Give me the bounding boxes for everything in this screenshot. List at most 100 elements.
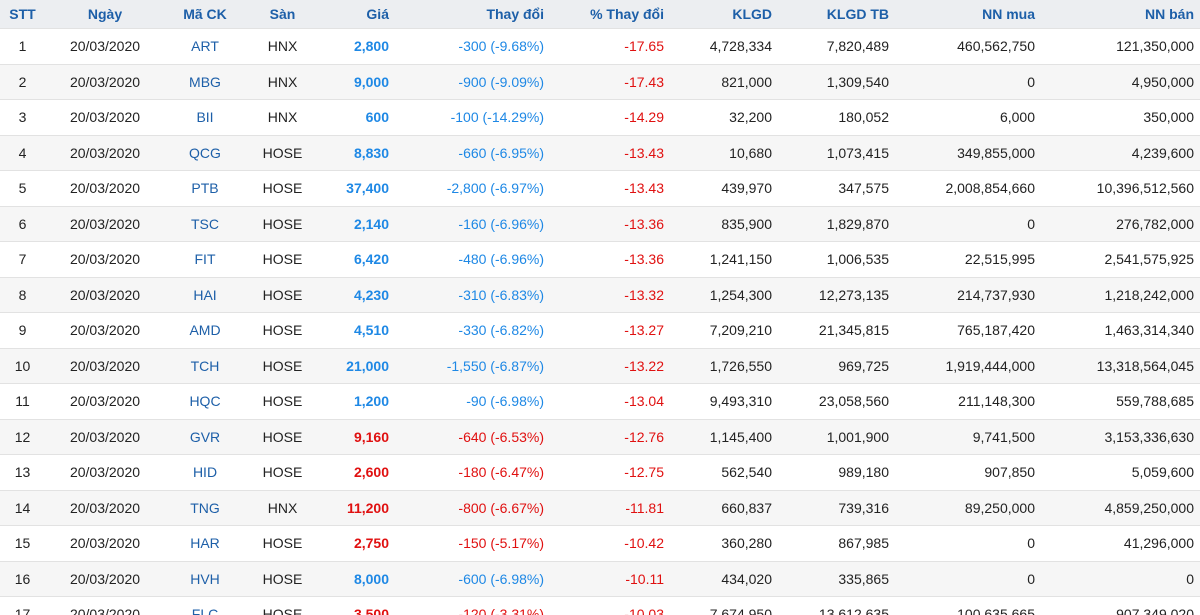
change-cell: -160 (-6.96%) — [395, 205, 550, 242]
code-cell: TNG — [165, 489, 245, 526]
table-row: 2 20/03/2020 MBG HNX 9,000 -900 (-9.09%) -17.4… — [0, 63, 1200, 100]
volume-cell: 360,280 — [670, 525, 778, 561]
header-cell: % Thay đổi — [550, 0, 670, 29]
pct-change-cell: -13.43 — [550, 134, 670, 171]
foreign-buy-cell: 0 — [895, 525, 1041, 561]
header-cell: Giá — [320, 0, 395, 29]
pct-change-cell: -13.36 — [550, 241, 670, 277]
foreign-buy-cell: 460,562,750 — [895, 28, 1041, 64]
date-cell: 20/03/2020 — [45, 312, 165, 348]
header-cell: Mã CK — [165, 0, 245, 29]
date-cell: 20/03/2020 — [45, 454, 165, 490]
code-cell: TCH — [165, 347, 245, 384]
price-cell: 4,510 — [320, 312, 395, 348]
date-cell: 20/03/2020 — [45, 489, 165, 526]
exchange-cell: HOSE — [245, 347, 320, 384]
foreign-sell-cell: 10,396,512,560 — [1041, 170, 1200, 206]
volume-cell: 835,900 — [670, 205, 778, 242]
avg-volume-cell: 1,006,535 — [778, 241, 895, 277]
foreign-sell-cell: 559,788,685 — [1041, 383, 1200, 419]
date-cell: 20/03/2020 — [45, 596, 165, 615]
pct-change-cell: -10.03 — [550, 596, 670, 615]
foreign-buy-cell: 214,737,930 — [895, 276, 1041, 313]
stt-cell: 14 — [0, 489, 45, 526]
change-cell: -180 (-6.47%) — [395, 454, 550, 490]
exchange-cell: HOSE — [245, 134, 320, 171]
foreign-sell-cell: 907,349,020 — [1041, 596, 1200, 615]
change-cell: -900 (-9.09%) — [395, 63, 550, 100]
volume-cell: 1,726,550 — [670, 347, 778, 384]
price-cell: 11,200 — [320, 489, 395, 526]
table-row: 7 20/03/2020 FIT HOSE 6,420 -480 (-6.96%) -13.… — [0, 241, 1200, 277]
table-row: 6 20/03/2020 TSC HOSE 2,140 -160 (-6.96%) -13.… — [0, 205, 1200, 242]
avg-volume-cell: 335,865 — [778, 560, 895, 597]
exchange-cell: HOSE — [245, 170, 320, 206]
exchange-cell: HOSE — [245, 276, 320, 313]
volume-cell: 439,970 — [670, 170, 778, 206]
stt-cell: 11 — [0, 383, 45, 419]
exchange-cell: HOSE — [245, 418, 320, 455]
date-cell: 20/03/2020 — [45, 383, 165, 419]
foreign-buy-cell: 211,148,300 — [895, 383, 1041, 419]
foreign-sell-cell: 3,153,336,630 — [1041, 418, 1200, 455]
foreign-sell-cell: 1,463,314,340 — [1041, 312, 1200, 348]
pct-change-cell: -13.04 — [550, 383, 670, 419]
stt-cell: 13 — [0, 454, 45, 490]
foreign-buy-cell: 907,850 — [895, 454, 1041, 490]
pct-change-cell: -11.81 — [550, 489, 670, 526]
volume-cell: 7,674,950 — [670, 596, 778, 615]
price-cell: 37,400 — [320, 170, 395, 206]
price-cell: 8,830 — [320, 134, 395, 171]
date-cell: 20/03/2020 — [45, 99, 165, 135]
avg-volume-cell: 23,058,560 — [778, 383, 895, 419]
price-cell: 1,200 — [320, 383, 395, 419]
change-cell: -150 (-5.17%) — [395, 525, 550, 561]
change-cell: -300 (-9.68%) — [395, 28, 550, 64]
price-cell: 8,000 — [320, 560, 395, 597]
date-cell: 20/03/2020 — [45, 205, 165, 242]
header-cell: Thay đổi — [395, 0, 550, 29]
change-cell: -640 (-6.53%) — [395, 418, 550, 455]
price-cell: 3,500 — [320, 596, 395, 615]
pct-change-cell: -13.43 — [550, 170, 670, 206]
change-cell: -480 (-6.96%) — [395, 241, 550, 277]
avg-volume-cell: 739,316 — [778, 489, 895, 526]
volume-cell: 32,200 — [670, 99, 778, 135]
avg-volume-cell: 1,829,870 — [778, 205, 895, 242]
exchange-cell: HOSE — [245, 205, 320, 242]
exchange-cell: HNX — [245, 99, 320, 135]
price-cell: 2,750 — [320, 525, 395, 561]
volume-cell: 10,680 — [670, 134, 778, 171]
volume-cell: 660,837 — [670, 489, 778, 526]
pct-change-cell: -12.76 — [550, 418, 670, 455]
stt-cell: 10 — [0, 347, 45, 384]
date-cell: 20/03/2020 — [45, 170, 165, 206]
pct-change-cell: -13.32 — [550, 276, 670, 313]
exchange-cell: HOSE — [245, 454, 320, 490]
change-cell: -330 (-6.82%) — [395, 312, 550, 348]
code-cell: GVR — [165, 418, 245, 455]
price-cell: 2,600 — [320, 454, 395, 490]
header-cell: Ngày — [45, 0, 165, 29]
foreign-buy-cell: 765,187,420 — [895, 312, 1041, 348]
code-cell: FIT — [165, 241, 245, 277]
foreign-sell-cell: 5,059,600 — [1041, 454, 1200, 490]
pct-change-cell: -14.29 — [550, 99, 670, 135]
header-cell: Sàn — [245, 0, 320, 29]
code-cell: HAR — [165, 525, 245, 561]
exchange-cell: HNX — [245, 63, 320, 100]
code-cell: QCG — [165, 134, 245, 171]
price-cell: 600 — [320, 99, 395, 135]
table-body: 1 20/03/2020 ART HNX 2,800 -300 (-9.68%) -17.6… — [0, 28, 1200, 615]
foreign-sell-cell: 4,950,000 — [1041, 63, 1200, 100]
foreign-sell-cell: 350,000 — [1041, 99, 1200, 135]
stt-cell: 12 — [0, 418, 45, 455]
pct-change-cell: -13.27 — [550, 312, 670, 348]
table-row: 14 20/03/2020 TNG HNX 11,200 -800 (-6.67%) -11… — [0, 489, 1200, 526]
pct-change-cell: -13.36 — [550, 205, 670, 242]
avg-volume-cell: 1,309,540 — [778, 63, 895, 100]
change-cell: -660 (-6.95%) — [395, 134, 550, 171]
table-row: 11 20/03/2020 HQC HOSE 1,200 -90 (-6.98%) -13.… — [0, 383, 1200, 419]
foreign-buy-cell: 0 — [895, 560, 1041, 597]
